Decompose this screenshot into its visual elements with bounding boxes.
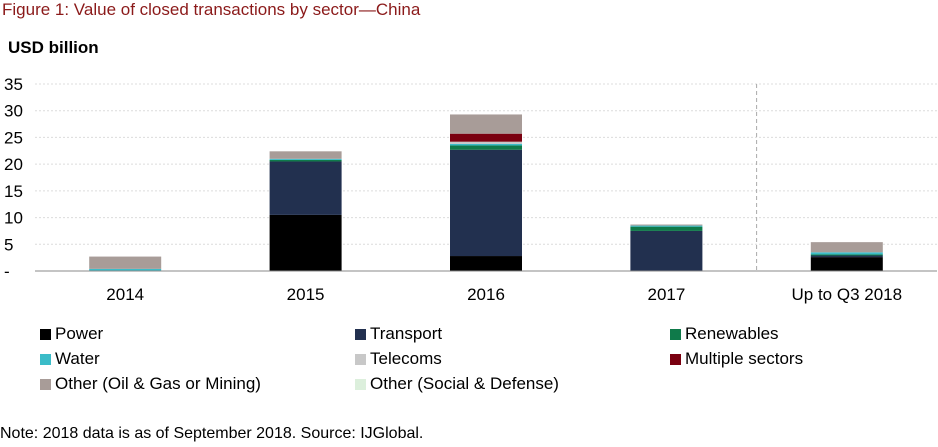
figure-title: Figure 1: Value of closed transactions b…	[2, 0, 421, 19]
legend-item: Transport	[355, 324, 442, 344]
legend-label: Renewables	[685, 324, 779, 343]
bar-segment	[630, 230, 703, 271]
bar-segment	[450, 114, 522, 134]
legend-item: Renewables	[670, 324, 779, 344]
legend-item: Water	[40, 349, 100, 369]
x-tick-label: 2014	[106, 285, 144, 304]
y-tick-label: 15	[4, 182, 23, 201]
legend-label: Telecoms	[370, 349, 442, 368]
x-tick-label: 2016	[467, 285, 505, 304]
bar-segment	[450, 141, 522, 144]
legend-label: Transport	[370, 324, 443, 343]
bar-segment	[630, 225, 703, 227]
y-axis-ticks: - 5 10 15 20 25 30 35	[4, 75, 23, 281]
bar-segment	[269, 161, 342, 215]
bar-segment	[450, 256, 522, 271]
y-tick-label: 35	[4, 75, 23, 94]
stacked-bar-chart: - 5 10 15 20 25 30 35 2014 2015 2016 2017 Up to Q3 …	[4, 75, 937, 304]
bar-segment	[450, 133, 522, 142]
bar-segment	[630, 226, 703, 231]
bar-segment	[810, 257, 883, 271]
legend-swatch	[40, 353, 51, 365]
legend-label: Multiple sectors	[685, 349, 804, 368]
legend-swatch	[670, 328, 681, 340]
bar-segment	[810, 242, 883, 253]
legend-swatch	[40, 328, 51, 340]
y-tick-label: -	[4, 262, 10, 281]
bar-segment	[89, 256, 162, 269]
legend-item: Power	[40, 324, 103, 344]
x-tick-label: 2015	[287, 285, 325, 304]
y-tick-label: 20	[4, 155, 23, 174]
bar-segment	[630, 224, 703, 226]
legend-swatch	[40, 378, 51, 390]
bar-segment	[810, 255, 883, 258]
x-axis-ticks: 2014 2015 2016 2017 Up to Q3 2018	[106, 285, 902, 304]
bar-segment	[269, 158, 342, 160]
legend-label: Power	[55, 324, 104, 343]
bar-segment	[810, 254, 883, 256]
bar-segment	[450, 143, 522, 146]
legend-item: Multiple sectors	[670, 349, 803, 369]
legend-item: Other (Social & Defense)	[355, 374, 559, 394]
x-tick-label: Up to Q3 2018	[792, 285, 903, 304]
bar-segment	[89, 268, 162, 271]
y-tick-label: 10	[4, 209, 23, 228]
legend-label: Other (Oil & Gas or Mining)	[55, 374, 261, 393]
legend-label: Water	[55, 349, 100, 368]
bar-segment	[450, 145, 522, 150]
legend-swatch	[670, 353, 681, 365]
y-tick-label: 5	[4, 235, 13, 254]
bar-segment	[810, 252, 883, 255]
x-tick-label: 2017	[647, 285, 685, 304]
bar-segment	[269, 151, 342, 159]
legend-swatch	[355, 353, 366, 365]
y-tick-label: 30	[4, 102, 23, 121]
y-tick-label: 25	[4, 128, 23, 147]
bars	[89, 114, 883, 271]
chart-note: Note: 2018 data is as of September 2018.…	[0, 425, 424, 442]
legend-swatch	[355, 378, 366, 390]
bar-segment	[269, 214, 342, 271]
legend-swatch	[355, 328, 366, 340]
y-axis-unit-label: USD billion	[8, 38, 99, 57]
legend-item: Telecoms	[355, 349, 442, 369]
legend-item: Other (Oil & Gas or Mining)	[40, 374, 261, 394]
bar-segment	[450, 149, 522, 257]
legend-label: Other (Social & Defense)	[370, 374, 559, 393]
bar-segment	[269, 159, 342, 162]
